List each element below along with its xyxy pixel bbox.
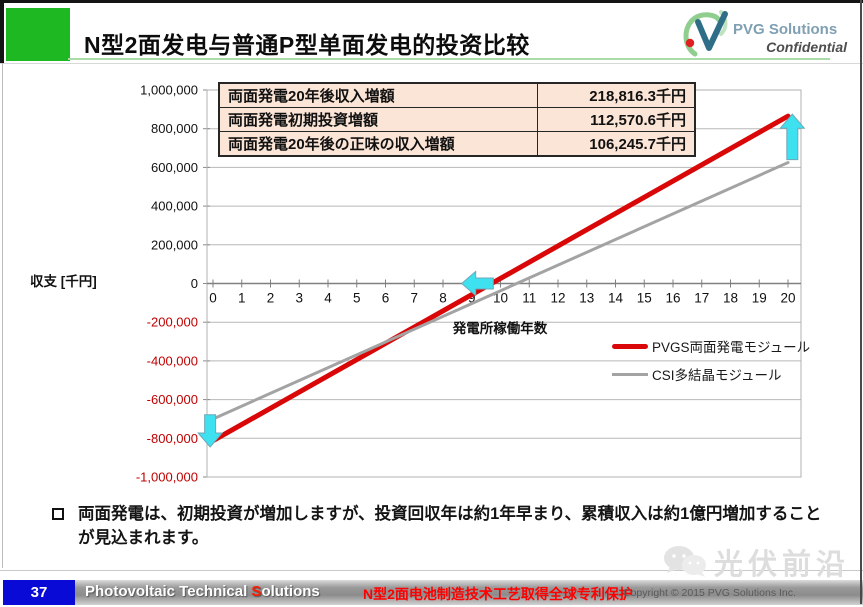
investment-comparison-chart: 1,000,000 800,000 600,000 400,000 200,000 0 -2… — [136, 83, 806, 485]
table-row: 両面発電初期投資増額 112,570.6千円 — [218, 107, 696, 132]
left-border — [2, 63, 3, 568]
svg-text:0: 0 — [209, 291, 217, 306]
svg-text:9: 9 — [468, 291, 476, 306]
table-row: 両面発電20年後の正味の収入増額 106,245.7千円 — [218, 131, 696, 157]
table-row: 両面発電20年後収入増額 218,816.3千円 — [218, 82, 696, 108]
footer-patent-text: N型2面电池制造技术工艺取得全球专利保护 — [363, 586, 633, 602]
svg-text:-400,000: -400,000 — [147, 353, 198, 368]
header-divider — [0, 63, 863, 64]
footer: 37 Photovoltaic Technical Solutions N型2面… — [0, 580, 863, 605]
svg-text:0: 0 — [191, 276, 198, 291]
watermark-text: 光伏前沿 — [714, 549, 851, 581]
svg-text:15: 15 — [637, 291, 652, 306]
conclusion-text: 両面発電は、初期投資が増加しますが、投資回収年は約1年早まり、累積収入は約1億円… — [78, 505, 822, 547]
legend-item-pvgs: PVGS両面発電モジュール — [612, 332, 810, 360]
page-title: N型2面发电与普通P型单面发电的投资比较 — [84, 32, 530, 58]
table-row-label: 両面発電20年後の正味の収入増額 — [218, 131, 538, 157]
confidential-label: Confidential — [766, 39, 847, 55]
top-border — [0, 0, 863, 3]
svg-text:400,000: 400,000 — [151, 199, 198, 214]
svg-text:7: 7 — [410, 291, 418, 306]
svg-text:600,000: 600,000 — [151, 160, 198, 175]
pvg-logo: PVG Solutions Confidential — [681, 10, 851, 60]
svg-text:4: 4 — [324, 291, 332, 306]
svg-text:1: 1 — [238, 291, 246, 306]
page-number: 37 — [3, 580, 75, 605]
chart-legend: PVGS両面発電モジュール CSI多結晶モジュール — [612, 332, 810, 388]
table-row-value: 106,245.7千円 — [536, 131, 696, 157]
table-row-label: 両面発電初期投資増額 — [218, 107, 538, 132]
y-axis-title: 収支 [千円] — [30, 274, 97, 289]
footer-copyright: Copyright © 2015 PVG Solutions Inc. — [623, 587, 796, 599]
summary-table: 両面発電20年後収入増額 218,816.3千円 両面発電初期投資増額 112,… — [218, 82, 696, 157]
svg-text:6: 6 — [382, 291, 390, 306]
legend-label: PVGS両面発電モジュール — [652, 340, 811, 355]
svg-text:18: 18 — [723, 291, 738, 306]
svg-text:16: 16 — [665, 291, 680, 306]
legend-swatch-gray-line — [612, 372, 648, 376]
conclusion-note: 両面発電は、初期投資が増加しますが、投資回収年は約1年早まり、累積収入は約1億円… — [52, 503, 822, 551]
svg-text:10: 10 — [493, 291, 508, 306]
left-header-border — [0, 0, 4, 63]
svg-text:11: 11 — [522, 291, 536, 306]
svg-text:19: 19 — [752, 291, 767, 306]
svg-text:800,000: 800,000 — [151, 121, 198, 136]
logo-brand-text: PVG Solutions — [733, 21, 838, 38]
svg-text:17: 17 — [694, 291, 709, 306]
svg-text:12: 12 — [550, 291, 565, 306]
x-axis-title: 発電所稼働年数 — [452, 321, 548, 336]
svg-text:14: 14 — [608, 291, 624, 306]
svg-text:200,000: 200,000 — [151, 237, 198, 252]
title-accent-square — [6, 8, 70, 61]
svg-text:8: 8 — [439, 291, 447, 306]
legend-swatch-red-line — [612, 343, 648, 349]
footer-bar: Photovoltaic Technical Solutions N型2面电池制… — [75, 580, 863, 605]
svg-text:-800,000: -800,000 — [147, 431, 198, 446]
table-row-value: 112,570.6千円 — [536, 107, 696, 132]
right-border — [860, 0, 862, 604]
bottom-divider — [0, 570, 863, 571]
title-underline — [68, 58, 830, 60]
svg-text:-200,000: -200,000 — [147, 315, 198, 330]
svg-text:20: 20 — [780, 291, 795, 306]
legend-label: CSI多結晶モジュール — [652, 368, 782, 383]
svg-text:-600,000: -600,000 — [147, 392, 198, 407]
wechat-watermark: 光伏前沿 — [662, 541, 850, 583]
svg-text:5: 5 — [353, 291, 361, 306]
wechat-icon — [664, 546, 706, 577]
table-row-label: 両面発電20年後収入増額 — [218, 82, 538, 108]
legend-item-csi: CSI多結晶モジュール — [612, 360, 810, 388]
square-bullet-icon — [52, 508, 64, 520]
svg-text:3: 3 — [295, 291, 303, 306]
svg-text:-1,000,000: -1,000,000 — [136, 470, 198, 485]
svg-text:2: 2 — [267, 291, 275, 306]
table-row-value: 218,816.3千円 — [536, 82, 696, 108]
footer-brand: Photovoltaic Technical Solutions — [85, 583, 320, 600]
pvg-logo-icon — [683, 10, 728, 57]
svg-text:13: 13 — [579, 291, 594, 306]
svg-text:1,000,000: 1,000,000 — [140, 83, 198, 98]
